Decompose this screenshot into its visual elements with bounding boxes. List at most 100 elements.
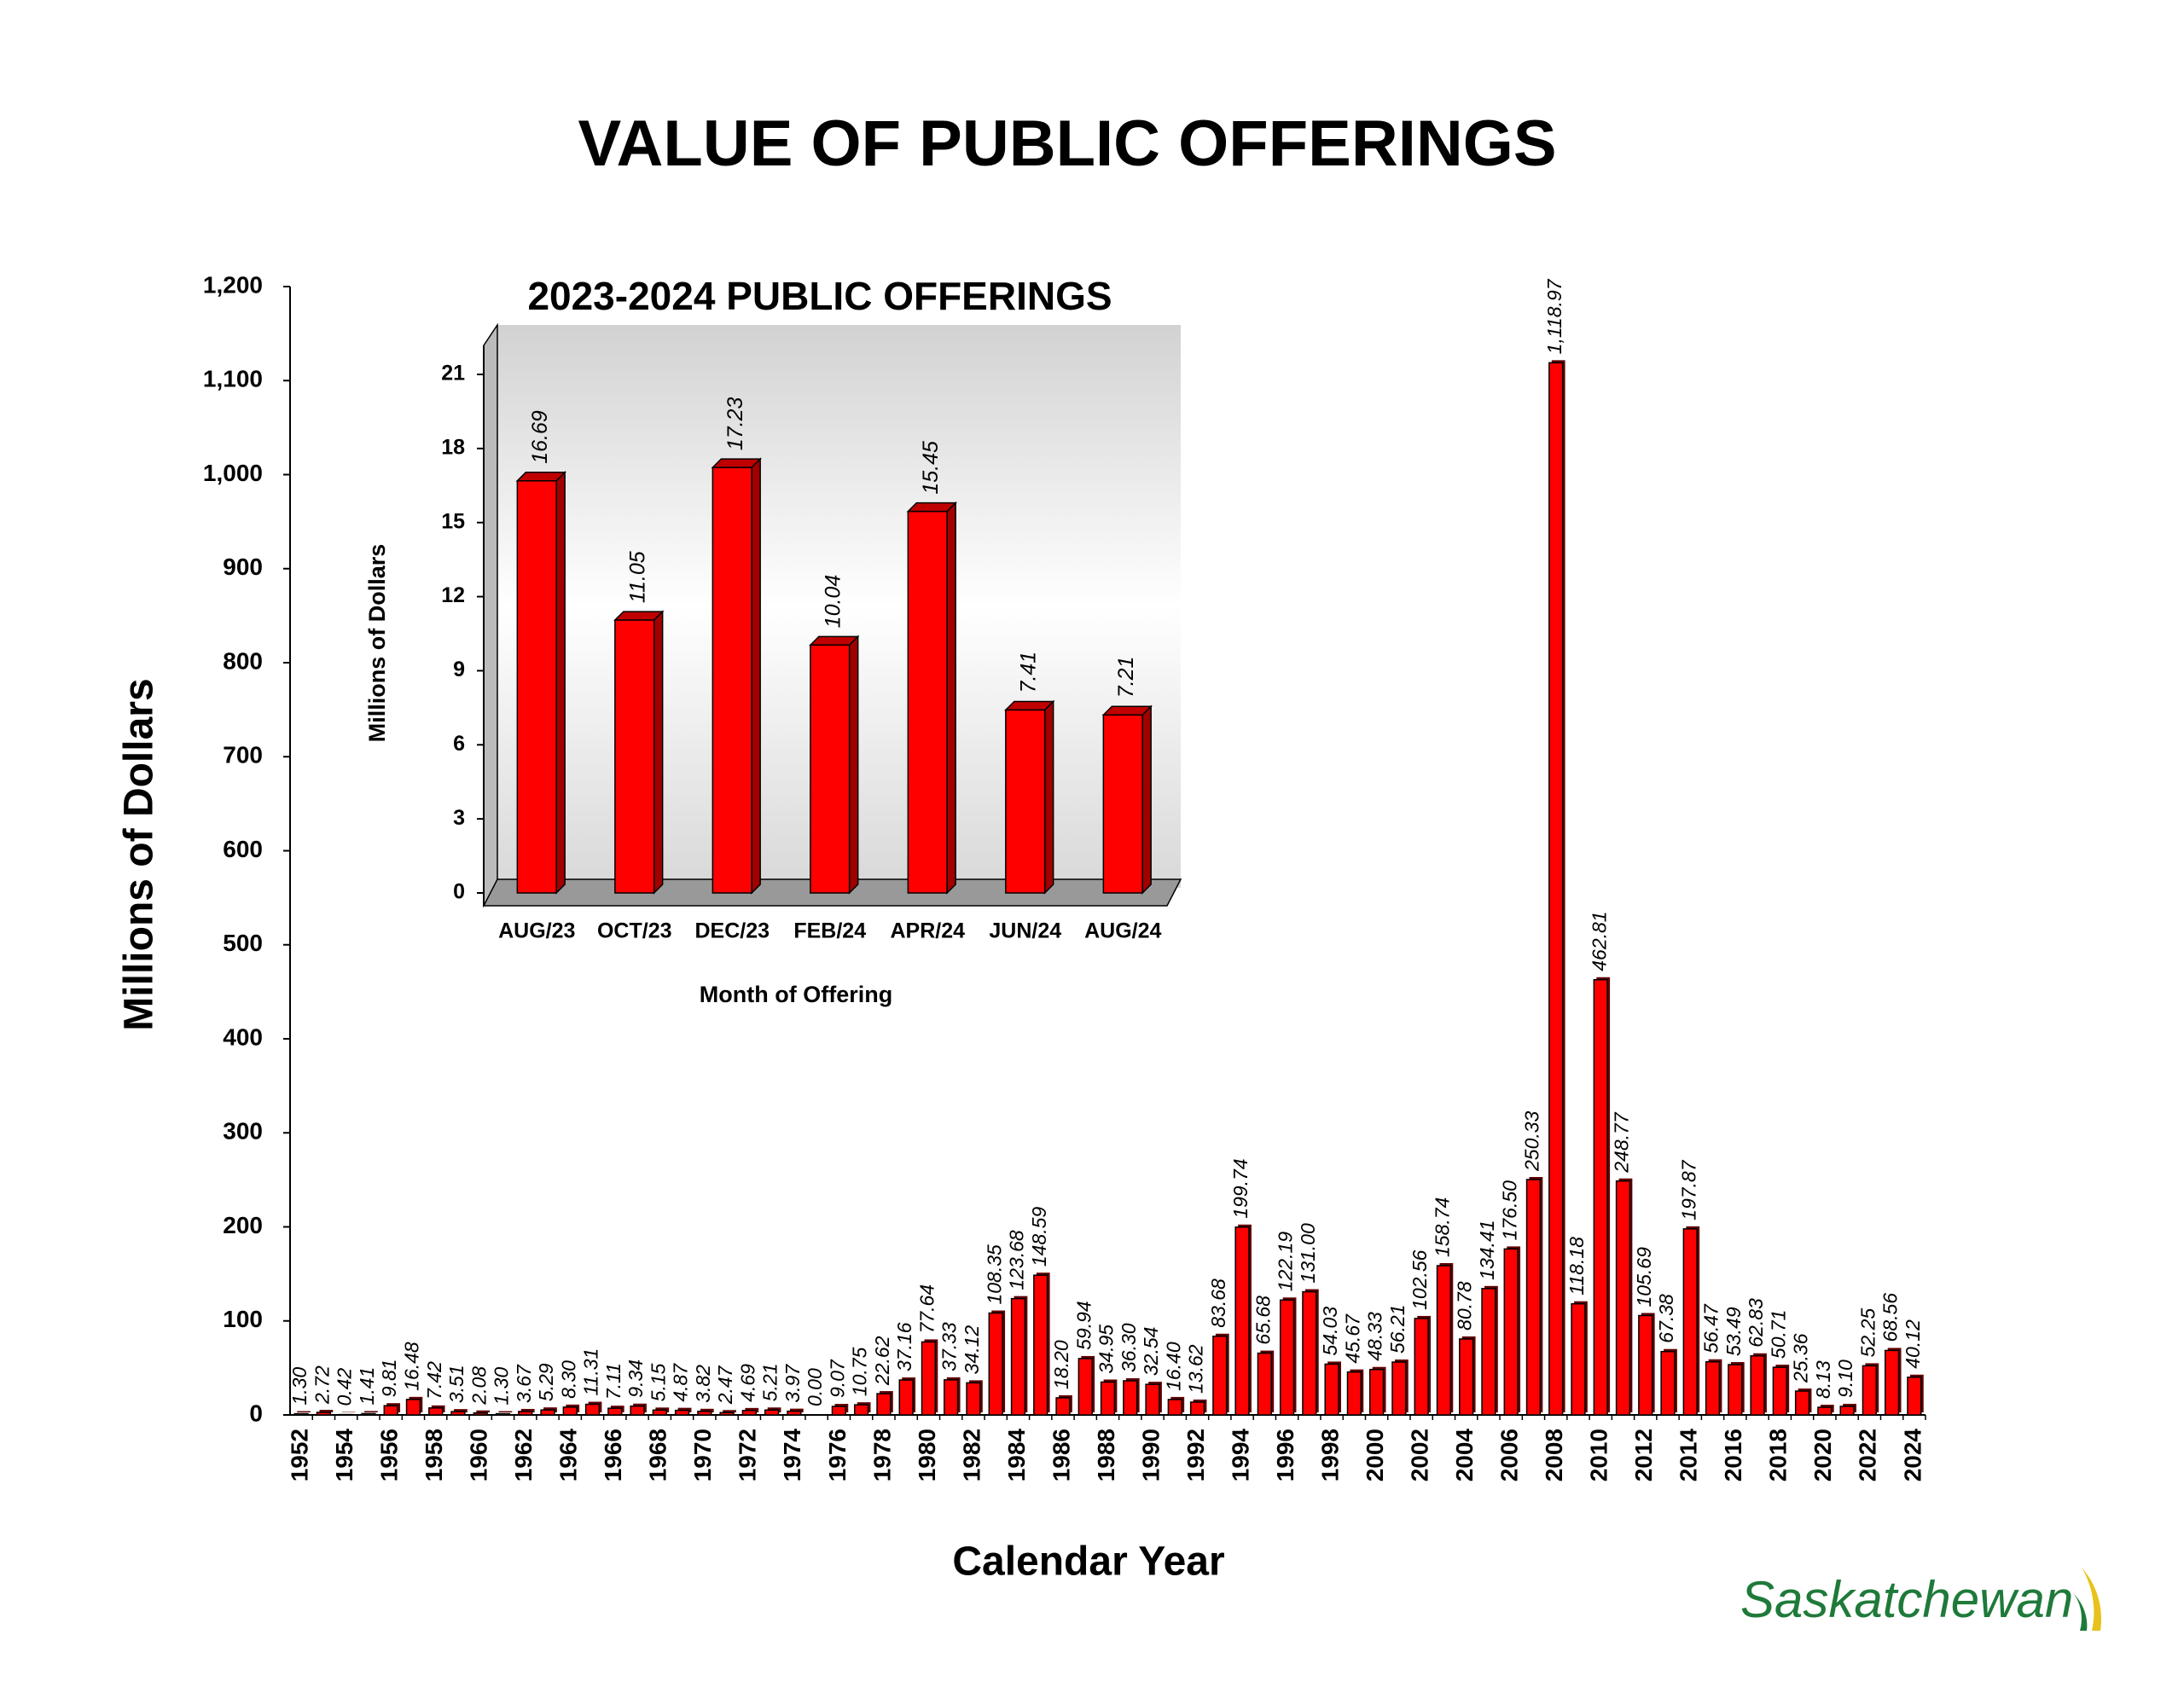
data-label: 102.56 [1409, 1249, 1431, 1310]
bar [719, 1412, 735, 1416]
x-tick-label: 2016 [1720, 1429, 1746, 1481]
data-label: 10.04 [821, 575, 845, 629]
y-tick-label: 6 [453, 732, 465, 756]
bar-shadow [364, 1411, 378, 1412]
data-label: 8.13 [1812, 1360, 1834, 1399]
data-label: 7.11 [602, 1363, 624, 1400]
x-tick-label: 2004 [1451, 1429, 1478, 1482]
data-label: 77.64 [915, 1284, 938, 1334]
bar-side [751, 457, 761, 895]
data-label: 1.30 [288, 1367, 311, 1406]
bar [944, 1379, 959, 1416]
data-label: 9.81 [378, 1359, 400, 1397]
bar [614, 619, 655, 894]
bar [1615, 1180, 1631, 1416]
data-label: 176.50 [1498, 1180, 1520, 1241]
bar [764, 1409, 780, 1416]
bar [810, 644, 851, 894]
data-label: 108.35 [983, 1244, 1005, 1305]
bar-shadow [789, 1408, 804, 1412]
y-tick-label: 18 [441, 435, 465, 459]
data-label: 34.95 [1095, 1325, 1118, 1374]
bar [1750, 1354, 1765, 1416]
y-tick-label: 0 [453, 880, 465, 904]
data-label: 1.41 [356, 1367, 378, 1406]
logo-mark [2073, 1593, 2088, 1631]
x-tick-label: 1996 [1272, 1429, 1298, 1481]
data-label: 62.83 [1745, 1298, 1767, 1348]
y-tick-label: 800 [223, 647, 263, 674]
data-label: 53.49 [1722, 1307, 1745, 1356]
y-tick-label: 700 [223, 742, 263, 768]
x-tick-label: 1954 [331, 1429, 357, 1482]
data-label: 13.62 [1185, 1344, 1207, 1394]
x-tick-label: 1988 [1093, 1429, 1119, 1481]
data-label: 118.18 [1565, 1237, 1588, 1296]
data-label: 123.68 [1006, 1230, 1028, 1290]
y-tick-label: 1,200 [203, 271, 263, 298]
data-label: 36.30 [1118, 1323, 1140, 1372]
bar [854, 1404, 869, 1416]
data-label: 50.71 [1767, 1310, 1789, 1359]
bar [988, 1312, 1003, 1416]
data-label: 16.48 [401, 1342, 423, 1391]
bar-shadow [700, 1408, 714, 1412]
bar-shadow [520, 1408, 535, 1412]
bar [1593, 979, 1608, 1416]
data-label: 15.45 [919, 441, 943, 495]
data-label: 48.33 [1364, 1312, 1386, 1361]
bar [1212, 1335, 1228, 1416]
bar [450, 1411, 466, 1416]
x-tick-label: 2000 [1362, 1429, 1388, 1481]
x-tick-label: 1964 [555, 1429, 582, 1482]
y-tick-label: 1,100 [203, 366, 263, 392]
bar-shadow [476, 1410, 491, 1412]
bar [876, 1393, 892, 1416]
bar [1123, 1380, 1138, 1416]
data-label: 462.81 [1588, 911, 1610, 971]
x-tick-label: AUG/23 [498, 919, 575, 943]
bar [907, 510, 948, 894]
data-label: 9.07 [826, 1359, 848, 1398]
data-label: 3.51 [445, 1365, 468, 1403]
data-label: 7.41 [1016, 652, 1040, 693]
x-tick-label: 1994 [1227, 1429, 1253, 1482]
bar [1884, 1349, 1900, 1416]
x-tick-label: 1960 [466, 1429, 492, 1481]
data-label: 4.69 [736, 1364, 758, 1402]
bar-shadow [723, 1410, 736, 1412]
bar [1414, 1318, 1429, 1416]
data-label: 37.16 [893, 1322, 915, 1371]
data-label: 0.42 [334, 1368, 356, 1406]
bar-side [1043, 699, 1054, 895]
bar [1503, 1248, 1519, 1416]
data-label: 17.23 [723, 397, 747, 450]
x-tick-label: 1982 [958, 1429, 985, 1481]
x-tick-label: 2014 [1676, 1429, 1702, 1482]
bar [741, 1410, 757, 1416]
bar [473, 1412, 488, 1416]
x-tick-label: 1980 [914, 1429, 940, 1481]
bar [293, 1412, 309, 1416]
y-tick-label: 15 [441, 509, 465, 533]
y-tick-label: 600 [223, 836, 263, 862]
x-tick-label: 2022 [1855, 1429, 1881, 1481]
data-label: 56.47 [1700, 1303, 1722, 1354]
bar [1167, 1399, 1182, 1416]
data-label: 1,118.97 [1543, 278, 1565, 354]
bar [1279, 1299, 1295, 1416]
data-label: 122.19 [1275, 1232, 1297, 1292]
x-tick-label: 1958 [421, 1429, 447, 1481]
x-tick-label: 1998 [1316, 1429, 1343, 1481]
x-tick-label: 2010 [1586, 1429, 1612, 1481]
data-label: 197.87 [1677, 1159, 1699, 1220]
y-tick-label: 100 [223, 1306, 263, 1332]
x-tick-label: 1984 [1003, 1429, 1030, 1482]
bar [1660, 1350, 1676, 1416]
bar [1234, 1226, 1250, 1416]
data-label: 68.56 [1879, 1293, 1902, 1342]
bar [1571, 1302, 1586, 1416]
x-tick-label: 1990 [1137, 1429, 1164, 1481]
